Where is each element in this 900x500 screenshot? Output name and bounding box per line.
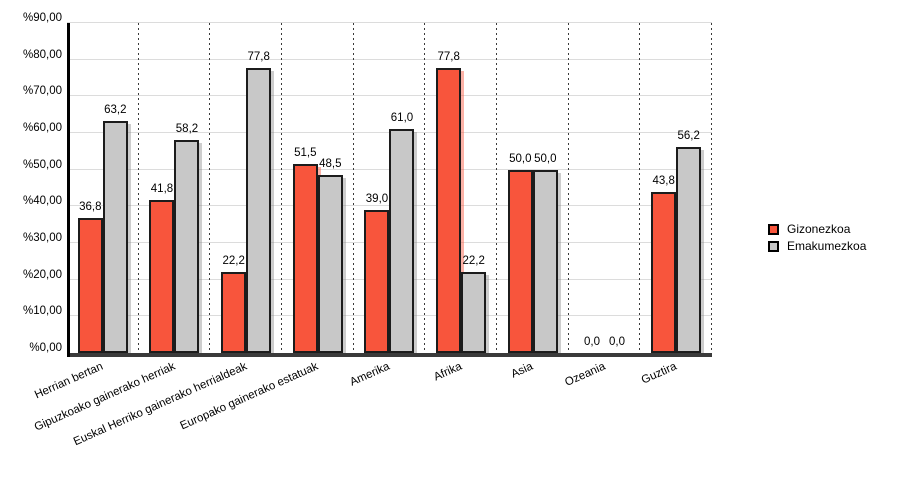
- y-tick-label: %90,00: [22, 12, 62, 24]
- bar-value-label: 0,0: [583, 336, 600, 348]
- bar-emakumezkoa: [246, 67, 272, 353]
- category-slot: 41,8 58,2 Gipuzkoako gainerako herriak: [32, 23, 211, 434]
- x-tick-label: Afrika: [431, 360, 464, 384]
- bar-gizonezkoa: [436, 67, 462, 353]
- category-separator: [137, 23, 139, 353]
- bar-value-label: 41,8: [150, 182, 174, 195]
- category-slot: 50,0 50,0 Asia: [497, 23, 569, 381]
- x-axis-line: [67, 353, 712, 357]
- bar-gizonezkoa: [149, 199, 175, 353]
- bar-emakumezkoa: [461, 271, 487, 353]
- bar-value-label: 39,0: [365, 193, 389, 205]
- bar-value-label: 43,8: [652, 175, 675, 188]
- bar-emakumezkoa: [389, 129, 415, 353]
- legend-item: Gizonezkoa: [768, 222, 866, 236]
- bar-value-label: 48,5: [319, 158, 342, 171]
- category-separator: [639, 23, 641, 353]
- x-tick-label: Europako gainerako estatuak: [178, 360, 321, 433]
- bar-value-label: 77,8: [247, 50, 270, 63]
- bar-gizonezkoa: [292, 164, 318, 353]
- category-slot: 43,8 56,2 Guztira: [640, 23, 712, 387]
- category-separator: [495, 23, 497, 353]
- bar-value-label: 63,2: [104, 104, 127, 117]
- bar-value-label: 56,2: [677, 129, 700, 142]
- gridline: [67, 22, 712, 23]
- y-tick-label: %20,00: [22, 268, 62, 281]
- category-slot: 0,0 0,0 Ozeania: [563, 23, 641, 389]
- bar-gizonezkoa: [651, 192, 677, 353]
- bar-value-label: 61,0: [390, 112, 414, 125]
- bar-emakumezkoa: [102, 121, 128, 353]
- category-slot: 22,2 77,8 Euskal Herriko gainerako herrial…: [71, 23, 282, 448]
- bar-value-label: 77,8: [437, 50, 460, 63]
- bar-emakumezkoa: [174, 139, 200, 353]
- y-tick-label: %10,00: [22, 305, 62, 318]
- y-tick-label: %80,00: [22, 48, 62, 61]
- bar-value-label: 0,0: [608, 336, 625, 348]
- legend-swatch-emakumezkoa: [768, 240, 779, 252]
- category-separator: [280, 23, 282, 353]
- bar-gizonezkoa: [221, 271, 247, 353]
- y-tick-label: %70,00: [22, 85, 62, 98]
- y-tick-label: %30,00: [22, 232, 62, 244]
- plot-area: 36,8 63,2 Herrian bertan 41,8 58,2 Gipuzkoako…: [32, 22, 712, 448]
- category-separator: [710, 23, 712, 353]
- y-axis-tick-labels: %0,00 %10,00 %20,00 %30,00 %40,00 %50,00 %60,0…: [0, 12, 62, 354]
- y-tick-label: %40,00: [22, 195, 62, 208]
- gridline: [67, 58, 712, 60]
- bar-value-label: 50,0: [509, 152, 532, 165]
- category-slot: 39,0 61,0 Amerika: [349, 23, 426, 389]
- bar-emakumezkoa: [532, 169, 558, 353]
- bar-gizonezkoa: [364, 210, 390, 353]
- legend-swatch-gizonezkoa: [768, 223, 779, 235]
- x-tick-label: Asia: [509, 360, 536, 381]
- chart-legend: Gizonezkoa Emakumezkoa: [768, 222, 866, 253]
- category-separator: [209, 23, 211, 353]
- category-separator: [567, 23, 569, 353]
- category-separator: [352, 23, 354, 353]
- bar-value-label: 36,8: [79, 201, 102, 214]
- bar-gizonezkoa: [77, 218, 103, 353]
- bar-emakumezkoa: [317, 175, 343, 353]
- y-tick-label: %0,00: [29, 342, 62, 354]
- bar-emakumezkoa: [676, 146, 702, 353]
- legend-item: Emakumezkoa: [768, 239, 866, 253]
- y-tick-label: %50,00: [22, 158, 62, 171]
- category-slot: 51,5 48,5 Europako gainerako estatuak: [179, 23, 354, 432]
- gridline: [67, 95, 712, 97]
- bar-value-label: 50,0: [534, 152, 557, 165]
- bar-value-label: 22,2: [462, 254, 485, 267]
- y-axis-line: [67, 23, 70, 357]
- bar-gizonezkoa: [507, 169, 533, 353]
- y-tick-label: %60,00: [22, 122, 62, 134]
- x-tick-label: Ozeania: [562, 360, 607, 389]
- bar-value-label: 51,5: [294, 147, 317, 160]
- legend-label: Emakumezkoa: [787, 239, 867, 253]
- bar-value-label: 22,2: [222, 254, 245, 267]
- x-tick-label: Amerika: [348, 360, 392, 389]
- category-slot: 36,8 63,2 Herrian bertan: [33, 23, 139, 401]
- x-tick-label: Guztira: [639, 360, 679, 387]
- category-separator: [424, 23, 426, 353]
- legend-label: Gizonezkoa: [787, 222, 851, 236]
- category-slot: 77,8 22,2 Afrika: [425, 23, 497, 383]
- bar-value-label: 58,2: [175, 122, 199, 135]
